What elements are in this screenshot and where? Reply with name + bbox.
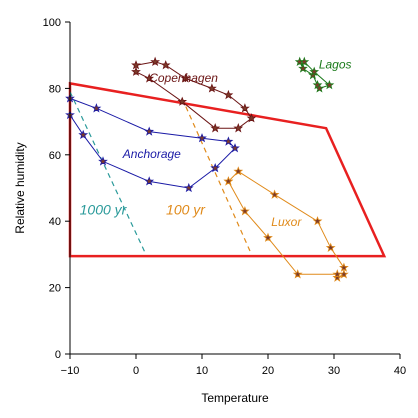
data-point-luxor <box>223 176 234 186</box>
reference-line-1000-yr <box>69 91 147 255</box>
data-point-anchorage <box>210 162 221 173</box>
data-point-anchorage <box>223 136 234 146</box>
x-tick-label: 10 <box>196 365 208 377</box>
series-label-copenhagen: Copenhagen <box>149 71 218 85</box>
y-tick-label: 60 <box>49 150 61 162</box>
y-tick-label: 80 <box>49 83 61 95</box>
series-lagos: Lagos <box>294 56 352 93</box>
data-point-anchorage <box>197 133 207 143</box>
y-tick-label: 40 <box>49 216 61 228</box>
data-point-anchorage <box>144 176 155 186</box>
data-point-lagos <box>298 63 308 73</box>
series-label-lagos: Lagos <box>319 57 352 71</box>
data-point-copenhagen <box>160 60 171 70</box>
reference-lines: 1000 yr 100 yr <box>69 91 253 255</box>
data-point-copenhagen <box>233 123 244 133</box>
data-point-luxor <box>325 242 336 252</box>
data-point-copenhagen <box>177 96 188 106</box>
x-tick-label: 40 <box>394 365 406 377</box>
data-point-luxor <box>263 232 273 242</box>
reference-line-100-yr <box>181 98 253 255</box>
data-point-anchorage <box>144 126 155 136</box>
data-point-copenhagen <box>180 73 191 83</box>
data-point-copenhagen <box>246 113 257 123</box>
data-point-luxor <box>269 189 280 199</box>
x-tick-label: −10 <box>61 365 80 377</box>
x-tick-label: 30 <box>328 365 340 377</box>
reference-label-1000-yr: 1000 yr <box>80 202 128 218</box>
y-tick-label: 100 <box>43 17 61 29</box>
series-line-anchorage <box>69 97 236 189</box>
y-tick-label: 0 <box>55 349 61 361</box>
series-label-luxor: Luxor <box>271 215 302 229</box>
data-point-anchorage <box>230 143 240 153</box>
data-point-luxor <box>332 269 343 279</box>
data-point-luxor <box>233 166 244 176</box>
data-point-anchorage <box>183 182 194 193</box>
data-point-luxor <box>240 206 250 216</box>
reference-label-100-yr: 100 yr <box>166 202 206 218</box>
data-point-luxor <box>292 269 303 279</box>
data-point-copenhagen <box>207 83 217 93</box>
data-point-luxor <box>332 272 343 282</box>
series-label-anchorage: Anchorage <box>122 147 181 161</box>
data-point-lagos <box>324 79 335 90</box>
data-point-anchorage <box>91 103 102 113</box>
x-tick-label: 0 <box>133 365 139 377</box>
series-anchorage: Anchorage <box>65 93 240 193</box>
data-point-copenhagen <box>210 123 221 133</box>
data-point-copenhagen <box>223 89 234 100</box>
data-point-lagos <box>314 83 325 93</box>
x-axis-label: Temperature <box>201 391 269 405</box>
data-point-luxor <box>312 216 323 226</box>
y-axis-label: Relative humidity <box>13 142 27 233</box>
series-layer: Copenhagen Anchorage Luxor Lagos <box>65 56 352 282</box>
data-point-copenhagen <box>239 103 250 113</box>
data-point-lagos <box>309 66 320 76</box>
y-tick-label: 20 <box>49 283 61 295</box>
data-point-copenhagen <box>150 56 160 67</box>
series-luxor: Luxor <box>223 166 349 282</box>
series-copenhagen: Copenhagen <box>131 56 257 133</box>
region-boundary <box>68 81 387 258</box>
data-point-copenhagen <box>144 73 155 83</box>
data-point-copenhagen <box>131 66 141 76</box>
data-point-anchorage <box>78 129 89 139</box>
chart-region <box>68 81 387 258</box>
data-point-lagos <box>299 56 310 67</box>
x-tick-label: 20 <box>262 365 274 377</box>
data-point-anchorage <box>98 156 108 166</box>
